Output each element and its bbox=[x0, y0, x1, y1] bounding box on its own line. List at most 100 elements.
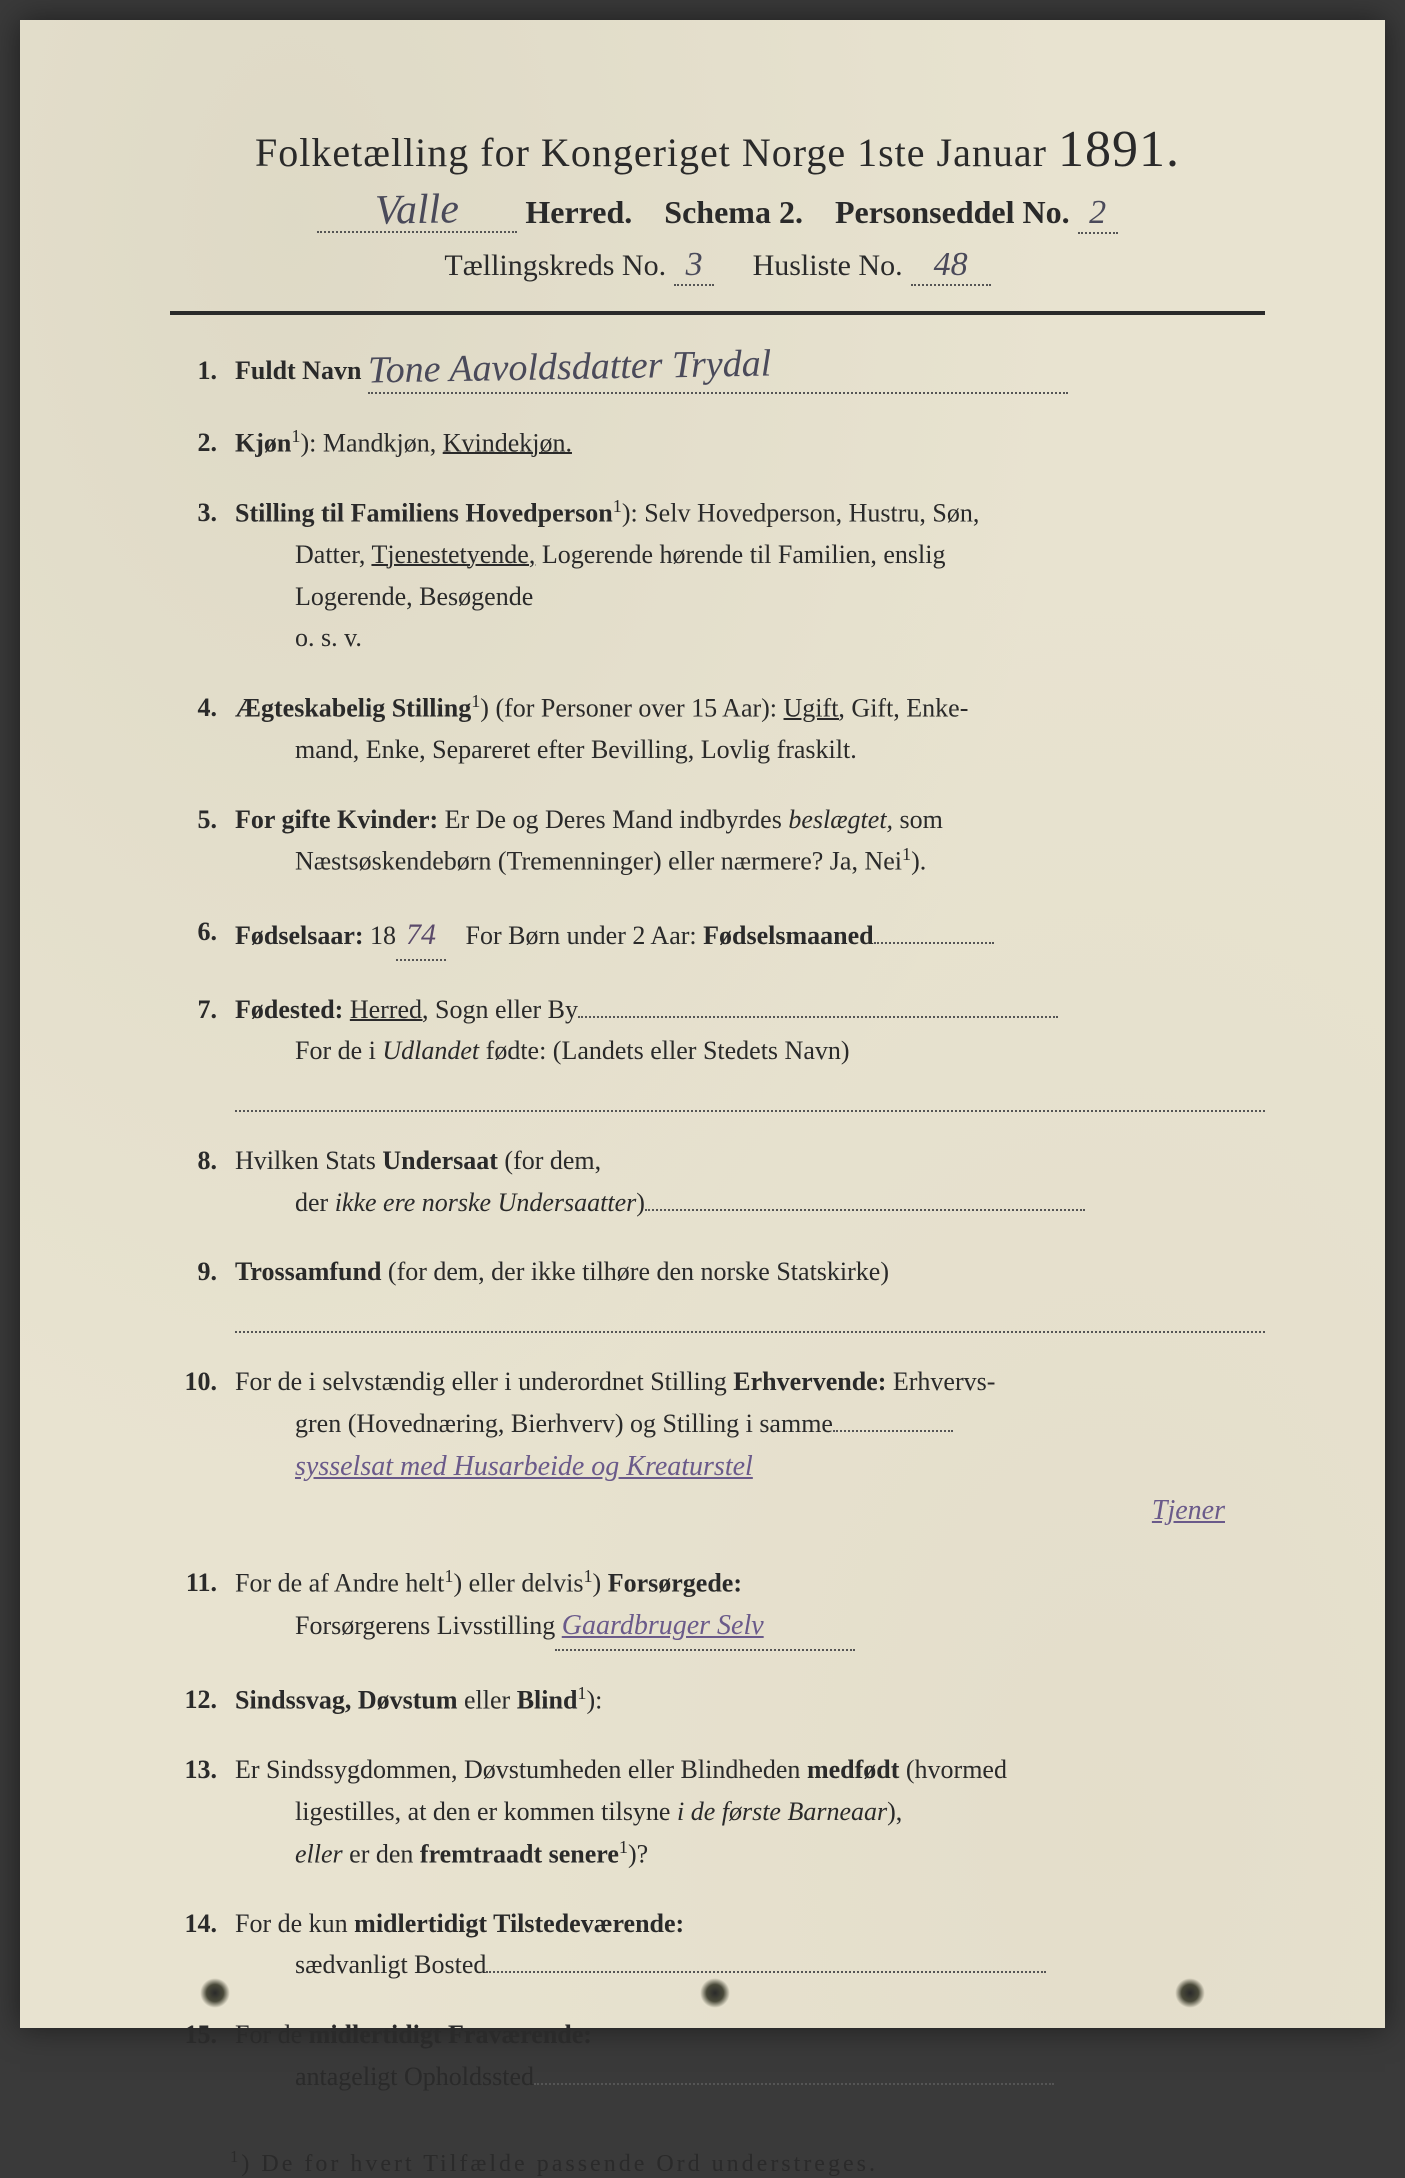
selected: Tjenestetyende, bbox=[371, 540, 535, 569]
item-4: 4. Ægteskabelig Stilling1) (for Personer… bbox=[180, 687, 1265, 771]
item-body: Sindssvag, Døvstum eller Blind1): bbox=[235, 1679, 1265, 1721]
item-13: 13. Er Sindssygdommen, Døvstumheden elle… bbox=[180, 1749, 1265, 1874]
item-1: 1. Fuldt Navn Tone Aavoldsdatter Trydal bbox=[180, 350, 1265, 394]
item-body: Trossamfund (for dem, der ikke tilhøre d… bbox=[235, 1251, 1265, 1333]
item-body: For de i selvstændig eller i underordnet… bbox=[235, 1361, 1265, 1534]
item-body: Er Sindssygdommen, Døvstumheden eller Bl… bbox=[235, 1749, 1265, 1874]
item-body: Hvilken Stats Undersaat (for dem, der ik… bbox=[235, 1140, 1265, 1223]
form-title: Folketælling for Kongeriget Norge 1ste J… bbox=[170, 120, 1265, 179]
label: Erhvervende: bbox=[733, 1367, 886, 1396]
line2: mand, Enke, Separeret efter Bevilling, L… bbox=[235, 729, 1265, 771]
item-num: 3. bbox=[180, 492, 235, 659]
selected: Ugift, bbox=[784, 694, 845, 723]
residence-field bbox=[486, 1971, 1046, 1973]
hw-line1: sysselsat med Husarbeide og Kreaturstel bbox=[235, 1445, 1265, 1490]
selected: Kvindekjøn. bbox=[443, 428, 572, 457]
label: Fuldt Navn bbox=[235, 356, 361, 385]
item-num: 11. bbox=[180, 1562, 235, 1651]
whereabouts-field bbox=[534, 2083, 1054, 2085]
month-field bbox=[874, 942, 994, 944]
line3: Logerende, Besøgende bbox=[235, 576, 1265, 618]
personseddel-field: 2 bbox=[1078, 194, 1118, 234]
line4: o. s. v. bbox=[235, 617, 1265, 659]
label: midlertidigt Tilstedeværende: bbox=[354, 1909, 684, 1938]
religion-field bbox=[235, 1297, 1265, 1333]
item-14: 14. For de kun midlertidigt Tilstedevære… bbox=[180, 1903, 1265, 1986]
item-body: For gifte Kvinder: Er De og Deres Mand i… bbox=[235, 799, 1265, 883]
name-value: Tone Aavoldsdatter Trydal bbox=[368, 348, 772, 385]
title-text: Folketælling for Kongeriget Norge 1ste J… bbox=[255, 130, 1047, 175]
item-num: 10. bbox=[180, 1361, 235, 1534]
year-field: 74 bbox=[396, 911, 446, 961]
personseddel-label: Personseddel No. bbox=[835, 194, 1070, 231]
label: Undersaat bbox=[382, 1146, 498, 1175]
item-num: 13. bbox=[180, 1749, 235, 1874]
item-body: Fuldt Navn Tone Aavoldsdatter Trydal bbox=[235, 350, 1265, 394]
form-header: Folketælling for Kongeriget Norge 1ste J… bbox=[170, 120, 1265, 286]
item-num: 15. bbox=[180, 2014, 235, 2097]
line2: Datter, Tjenestetyende, Logerende hørend… bbox=[235, 534, 1265, 576]
herred-value: Valle bbox=[375, 193, 460, 228]
herred-label: Herred. bbox=[525, 194, 632, 231]
label: Forsørgede: bbox=[608, 1569, 742, 1598]
footnote-sup: 1 bbox=[230, 2147, 241, 2166]
item-body: Kjøn1): Mandkjøn, Kvindekjøn. bbox=[235, 422, 1265, 464]
kreds-label: Tællingskreds No. bbox=[444, 249, 666, 283]
kreds-value: 3 bbox=[686, 246, 703, 283]
selected: Herred, bbox=[350, 995, 429, 1024]
text: ): Mandkjøn, bbox=[300, 428, 442, 457]
subhead-line-1: Valle Herred. Schema 2. Personseddel No.… bbox=[170, 194, 1265, 234]
item-body: Ægteskabelig Stilling1) (for Personer ov… bbox=[235, 687, 1265, 771]
item-body: For de midlertidigt Fraværende: antageli… bbox=[235, 2014, 1265, 2097]
item-7: 7. Fødested: Herred, Sogn eller By For d… bbox=[180, 989, 1265, 1113]
label: Fødselsaar: bbox=[235, 921, 364, 950]
kreds-field: 3 bbox=[674, 246, 714, 286]
item-body: Fødested: Herred, Sogn eller By For de i… bbox=[235, 989, 1265, 1113]
sup: 1 bbox=[471, 691, 480, 711]
item-num: 4. bbox=[180, 687, 235, 771]
label: medfødt bbox=[807, 1755, 899, 1784]
line2: sædvanligt Bosted bbox=[235, 1944, 1265, 1986]
state-field bbox=[645, 1209, 1085, 1211]
label: Fødested: bbox=[235, 995, 343, 1024]
item-num: 9. bbox=[180, 1251, 235, 1333]
item-6: 6. Fødselsaar: 1874 For Børn under 2 Aar… bbox=[180, 911, 1265, 961]
divider-rule bbox=[170, 311, 1265, 315]
foreign-field bbox=[235, 1076, 1265, 1112]
line2: Forsørgerens Livsstilling Gaardbruger Se… bbox=[235, 1604, 1265, 1651]
item-body: For de kun midlertidigt Tilstedeværende:… bbox=[235, 1903, 1265, 1986]
line3: eller er den fremtraadt senere1)? bbox=[235, 1833, 1265, 1875]
line2: der ikke ere norske Undersaatter) bbox=[235, 1182, 1265, 1224]
item-10: 10. For de i selvstændig eller i underor… bbox=[180, 1361, 1265, 1534]
title-year: 1891. bbox=[1058, 121, 1180, 178]
sup: 1 bbox=[613, 496, 622, 516]
item-num: 6. bbox=[180, 911, 235, 961]
husliste-value: 48 bbox=[934, 246, 968, 283]
footnote: 1) De for hvert Tilfælde passende Ord un… bbox=[170, 2147, 1265, 2178]
line2: antageligt Opholdssted bbox=[235, 2056, 1265, 2098]
hw-line2: Tjener bbox=[235, 1489, 1265, 1534]
paper-damage bbox=[700, 1978, 730, 2008]
name-field: Tone Aavoldsdatter Trydal bbox=[368, 350, 1068, 394]
item-num: 5. bbox=[180, 799, 235, 883]
footnote-text: ) De for hvert Tilfælde passende Ord und… bbox=[241, 2151, 878, 2177]
provider-field: Gaardbruger Selv bbox=[555, 1604, 855, 1651]
line2: Næstsøskendebørn (Tremenninger) eller næ… bbox=[235, 840, 1265, 882]
form-items: 1. Fuldt Navn Tone Aavoldsdatter Trydal … bbox=[170, 350, 1265, 2097]
census-form-page: Folketælling for Kongeriget Norge 1ste J… bbox=[20, 20, 1385, 2028]
label: Stilling til Familiens Hovedperson bbox=[235, 499, 613, 528]
item-num: 14. bbox=[180, 1903, 235, 1986]
item-num: 2. bbox=[180, 422, 235, 464]
item-11: 11. For de af Andre helt1) eller delvis1… bbox=[180, 1562, 1265, 1651]
line2: gren (Hovednæring, Bierhverv) og Stillin… bbox=[235, 1403, 1265, 1445]
paper-damage bbox=[1175, 1978, 1205, 2008]
husliste-field: 48 bbox=[911, 246, 991, 286]
subhead-line-2: Tællingskreds No. 3 Husliste No. 48 bbox=[170, 246, 1265, 286]
herred-field: Valle bbox=[317, 194, 517, 233]
line2: ligestilles, at den er kommen tilsyne i … bbox=[235, 1791, 1265, 1833]
item-2: 2. Kjøn1): Mandkjøn, Kvindekjøn. bbox=[180, 422, 1265, 464]
item-12: 12. Sindssvag, Døvstum eller Blind1): bbox=[180, 1679, 1265, 1721]
item-body: For de af Andre helt1) eller delvis1) Fo… bbox=[235, 1562, 1265, 1651]
item-3: 3. Stilling til Familiens Hovedperson1):… bbox=[180, 492, 1265, 659]
paper-damage bbox=[200, 1978, 230, 2008]
